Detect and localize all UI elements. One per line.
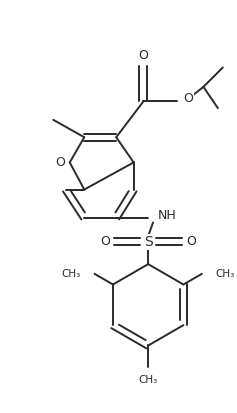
Text: O: O	[55, 156, 65, 169]
Text: O: O	[186, 235, 196, 248]
Text: O: O	[101, 235, 110, 248]
Text: CH₃: CH₃	[62, 269, 81, 279]
Text: O: O	[183, 92, 193, 105]
Text: CH₃: CH₃	[215, 269, 235, 279]
Text: O: O	[138, 50, 148, 62]
Text: S: S	[144, 235, 153, 249]
Text: CH₃: CH₃	[139, 375, 158, 385]
Text: NH: NH	[158, 209, 177, 222]
